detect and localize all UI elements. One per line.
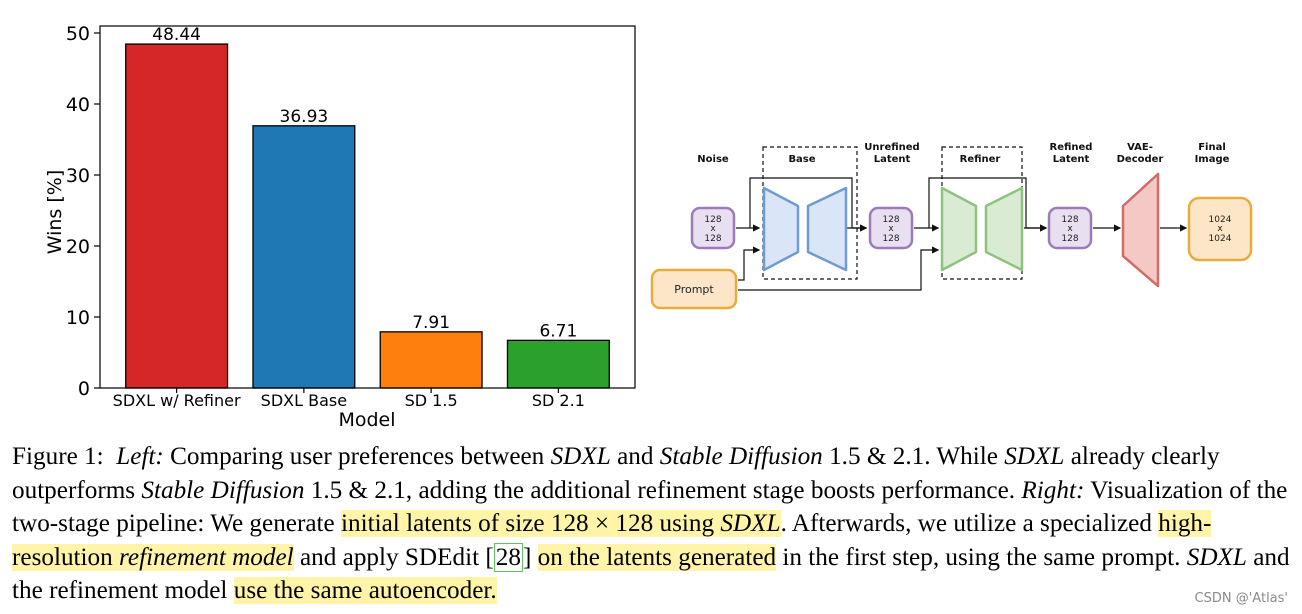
noise-dim-2: 128 bbox=[704, 234, 721, 244]
caption-text: ] bbox=[522, 543, 532, 571]
refined-dim-2: 128 bbox=[1061, 234, 1078, 244]
prompt-label: Prompt bbox=[674, 283, 714, 296]
bar-value-label-1: 36.93 bbox=[280, 107, 329, 127]
bar-value-label-3: 6.71 bbox=[539, 321, 577, 341]
caption-text: Visualization of the two-stage pipeline:… bbox=[12, 476, 1288, 538]
label-final-2: Image bbox=[1195, 154, 1230, 165]
caption-text: and bbox=[617, 443, 654, 470]
noise-dim-1: 128 bbox=[704, 215, 721, 225]
caption-sd: Stable Diffusion bbox=[141, 476, 305, 504]
highlight: on the latents generated bbox=[537, 543, 777, 571]
caption-right: Right: bbox=[1021, 476, 1085, 504]
unrefined-dim-1: 128 bbox=[882, 215, 899, 225]
y-tick-label-4: 40 bbox=[66, 94, 90, 116]
caption-text: and the refinement model bbox=[12, 543, 1290, 605]
x-axis-label: Model bbox=[338, 409, 395, 431]
y-axis-ticks: 0 10 20 30 40 50 bbox=[66, 23, 100, 400]
y-tick-label-3: 30 bbox=[66, 165, 90, 187]
caption-text: 1.5 & 2.1, adding the additional refinem… bbox=[310, 476, 1016, 504]
y-tick-label-2: 20 bbox=[66, 236, 90, 258]
x-tick-label-3: SD 2.1 bbox=[532, 391, 585, 410]
highlight: initial latents of size 128 × 128 using … bbox=[341, 510, 781, 538]
final-image-node: 1024 x 1024 bbox=[1187, 196, 1253, 262]
caption-sdxl: SDXL bbox=[1186, 543, 1247, 571]
label-vae-2: Decoder bbox=[1117, 154, 1164, 165]
label-refined-1: Refined bbox=[1050, 142, 1093, 153]
caption-text: and apply SDEdit [ bbox=[299, 543, 494, 571]
caption-highlight-text: initial latents of size 128 × 128 using bbox=[341, 510, 715, 538]
refiner-unet-shape bbox=[940, 186, 1024, 272]
refined-dim-1: 128 bbox=[1061, 215, 1078, 225]
unrefined-latent-node: 128 x 128 bbox=[868, 206, 914, 250]
citation-link[interactable]: 28 bbox=[493, 542, 523, 572]
y-tick-label-5: 50 bbox=[66, 23, 90, 45]
caption-text: . Afterwards, we utilize a specialized bbox=[780, 510, 1152, 538]
refined-dim-x: x bbox=[1067, 224, 1073, 234]
unrefined-dim-2: 128 bbox=[882, 234, 899, 244]
final-dim-x: x bbox=[1217, 224, 1223, 234]
base-unet-shape bbox=[762, 186, 848, 272]
label-vae-1: VAE- bbox=[1127, 142, 1153, 153]
caption-highlight-text: high-resolution bbox=[12, 510, 1212, 571]
x-tick-label-1: SDXL Base bbox=[261, 391, 347, 410]
plot-frame bbox=[99, 25, 636, 389]
highlight: use the same autoencoder. bbox=[233, 577, 497, 605]
pipeline-diagram: Noise Base Unrefined Latent Refiner Refi… bbox=[650, 142, 1253, 310]
bar-3 bbox=[506, 339, 610, 389]
vae-decoder-shape bbox=[1121, 172, 1160, 288]
label-noise: Noise bbox=[697, 154, 729, 165]
label-unrefined-1: Unrefined bbox=[864, 142, 919, 153]
arrow-prompt-refiner bbox=[738, 246, 940, 291]
caption-sd: Stable Diffusion bbox=[659, 443, 823, 470]
bar-value-label-0: 48.44 bbox=[152, 25, 201, 45]
caption-text: in the first step, using the same prompt… bbox=[782, 543, 1181, 571]
x-tick-label-2: SD 1.5 bbox=[405, 391, 458, 410]
caption-left: Left: bbox=[116, 443, 164, 470]
label-refined-2: Latent bbox=[1053, 154, 1090, 165]
bar-1 bbox=[252, 125, 356, 389]
noise-latent-node: 128 x 128 bbox=[690, 206, 736, 250]
arrow-prompt-base bbox=[738, 246, 761, 281]
label-final-1: Final bbox=[1198, 142, 1226, 153]
final-dim-1: 1024 bbox=[1209, 215, 1232, 225]
label-base: Base bbox=[788, 154, 815, 165]
caption-text: 1.5 & 2.1. While bbox=[829, 443, 998, 470]
final-dim-2: 1024 bbox=[1209, 234, 1232, 244]
noise-dim-x: x bbox=[710, 224, 716, 234]
y-tick-label-1: 10 bbox=[66, 307, 90, 329]
bar-value-label-2: 7.91 bbox=[412, 313, 450, 333]
caption-label: Figure 1: bbox=[12, 443, 104, 470]
bar-0 bbox=[125, 43, 229, 389]
caption-highlight-text: refinement model bbox=[119, 543, 294, 571]
y-axis-label: Wins [%] bbox=[44, 170, 66, 255]
y-tick-label-0: 0 bbox=[78, 378, 90, 400]
prompt-node: Prompt bbox=[650, 268, 738, 310]
bar-2 bbox=[379, 331, 483, 389]
caption-sdxl: SDXL bbox=[720, 510, 781, 538]
bar-chart: 0 10 20 30 40 50 48.44 36.93 7.91 6.71 SDXL w/ R… bbox=[44, 23, 636, 431]
caption-text: already clearly outperforms bbox=[12, 443, 1220, 504]
caption-sdxl: SDXL bbox=[1004, 443, 1065, 470]
figure-caption: Figure 1: Left: Comparing user preferenc… bbox=[12, 440, 1294, 608]
label-refiner: Refiner bbox=[960, 154, 1001, 165]
unrefined-dim-x: x bbox=[888, 224, 894, 234]
bars: 48.44 36.93 7.91 6.71 bbox=[125, 25, 610, 389]
x-tick-label-0: SDXL w/ Refiner bbox=[113, 391, 241, 410]
caption-text: Comparing user preferences between bbox=[170, 443, 545, 470]
label-unrefined-2: Latent bbox=[874, 154, 911, 165]
refined-latent-node: 128 x 128 bbox=[1047, 206, 1093, 250]
x-axis-ticks: SDXL w/ Refiner SDXL Base SD 1.5 SD 2.1 bbox=[113, 388, 585, 410]
watermark: CSDN @'Atlas' bbox=[1194, 591, 1288, 606]
caption-sdxl: SDXL bbox=[550, 443, 611, 470]
